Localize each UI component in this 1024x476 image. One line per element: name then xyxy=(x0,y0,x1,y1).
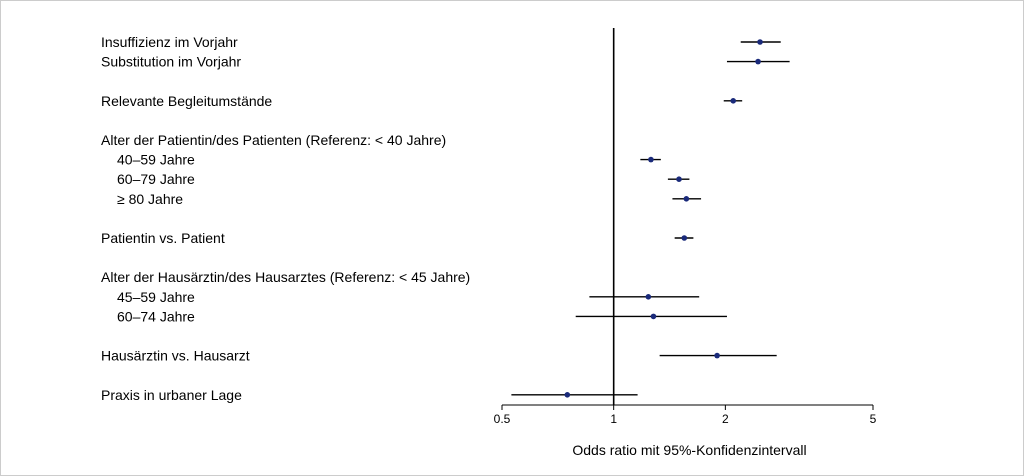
estimate-marks xyxy=(511,39,790,398)
odds-ratio-point xyxy=(681,235,688,241)
row-label: 60–79 Jahre xyxy=(117,171,195,187)
row-label: Praxis in urbaner Lage xyxy=(101,387,242,403)
x-tick-label: 0.5 xyxy=(494,412,511,426)
odds-ratio-point xyxy=(564,392,571,398)
x-tick-label: 5 xyxy=(870,412,877,426)
row-label: Patientin vs. Patient xyxy=(101,230,225,246)
odds-ratio-point xyxy=(645,294,652,300)
odds-ratio-point xyxy=(650,313,657,320)
odds-ratio-point xyxy=(730,98,737,104)
row-label: Substitution im Vorjahr xyxy=(101,54,241,70)
row-label: Relevante Begleitumstände xyxy=(101,93,272,109)
row-label: 45–59 Jahre xyxy=(117,289,195,305)
row-label: Insuffizienz im Vorjahr xyxy=(101,34,238,50)
row-label: 60–74 Jahre xyxy=(117,308,195,324)
x-tick-label: 1 xyxy=(610,412,617,426)
x-axis-label: Odds ratio mit 95%-Konfidenzintervall xyxy=(572,442,806,458)
row-label: Alter der Hausärztin/des Hausarztes (Ref… xyxy=(101,269,470,285)
odds-ratio-point xyxy=(755,58,761,65)
x-tick-label: 2 xyxy=(722,412,729,426)
odds-ratio-point xyxy=(714,352,720,359)
row-label: 40–59 Jahre xyxy=(117,152,195,168)
row-labels: Insuffizienz im Vorjahr Substitution im V… xyxy=(101,34,470,403)
odds-ratio-point xyxy=(757,39,763,45)
odds-ratio-point xyxy=(683,196,690,202)
row-label: ≥ 80 Jahre xyxy=(117,191,183,207)
odds-ratio-point xyxy=(648,156,654,163)
odds-ratio-point xyxy=(676,176,682,182)
x-axis: 0.5 1 2 5 xyxy=(494,404,877,426)
row-label: Alter der Patientin/des Patienten (Refer… xyxy=(101,132,446,148)
row-label: Hausärztin vs. Hausarzt xyxy=(101,348,250,364)
